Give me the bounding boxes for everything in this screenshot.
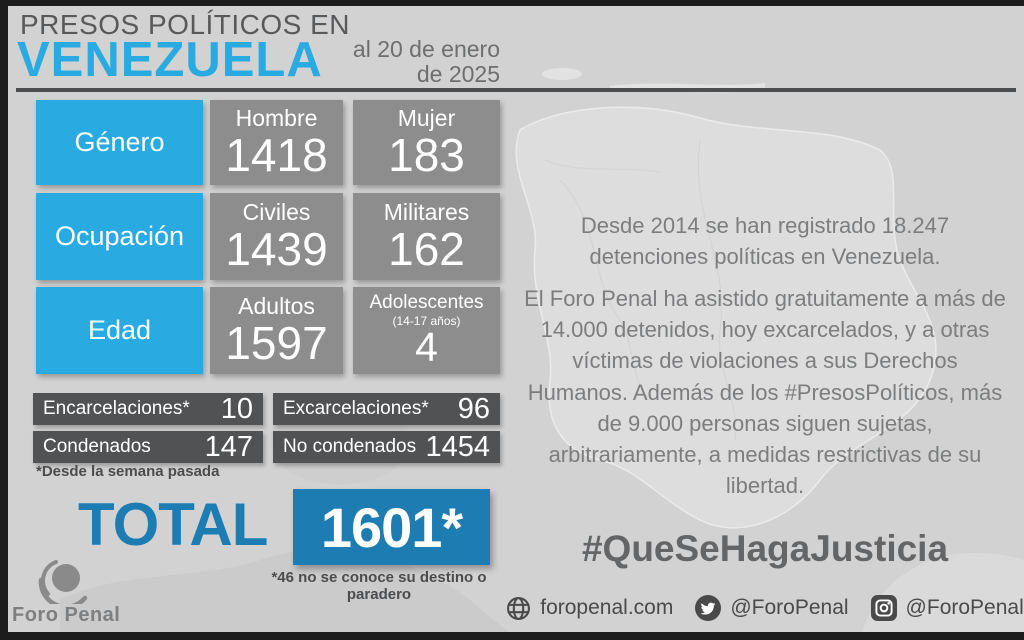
social-footer: foropenal.com @ForoPenal @ForoPenal [507,595,1024,621]
hashtag-quesehagajusticia: #QueSeHagaJusticia [581,528,949,569]
website-label: foropenal.com [540,596,674,619]
instagram-icon [870,595,897,621]
twitter-link[interactable]: @ForoPenal [695,595,849,621]
stat-label: Hombre [235,105,318,132]
twitter-icon [695,595,722,621]
date-line2: de 2025 [416,60,500,87]
stat-cell-hombre: Hombre 1418 [210,100,343,185]
instagram-link[interactable]: @ForoPenal [870,595,1024,621]
stat-label: Adultos [238,293,315,320]
status-value: 10 [220,392,253,425]
category-genero: Género [36,100,203,185]
status-row-excarcelaciones: Excarcelaciones* 96 [273,393,500,425]
foro-penal-logo-text: Foro Penal [12,604,121,626]
stat-label: Civiles [242,199,311,226]
stat-value: 1597 [225,316,328,369]
foro-penal-description-paragraph: El Foro Penal ha asistido gratuitamente … [524,286,1006,499]
status-value: 147 [204,430,253,463]
status-label: Encarcelaciones* [43,398,190,419]
instagram-handle: @ForoPenal [905,596,1024,619]
status-row-condenados: Condenados 147 [33,431,263,463]
category-edad: Edad [36,287,203,374]
stat-cell-civiles: Civiles 1439 [210,193,343,280]
globe-icon [507,596,531,620]
status-value: 96 [457,392,490,425]
stat-cell-militares: Militares 162 [353,193,500,280]
twitter-handle: @ForoPenal [730,596,849,619]
registered-detentions-paragraph: Desde 2014 se han registrado 18.247 dete… [580,213,950,270]
bottom-border-bar [0,632,1024,640]
total-label: TOTAL [78,491,268,558]
stat-value: 183 [388,128,465,181]
stat-label: Mujer [397,105,456,132]
header-divider [16,88,1016,92]
status-footnote: *Desde la semana pasada [36,463,220,480]
stat-label: Militares [383,199,470,226]
status-label: Excarcelaciones* [283,398,429,419]
stat-cell-adolescentes: Adolescentes (14-17 años) 4 [353,287,500,374]
foro-penal-logo-icon [38,560,88,604]
top-border-bar [0,0,1024,6]
total-value-box: 1601* [293,489,490,565]
stat-value: 162 [388,222,465,275]
left-border-bar [0,0,8,640]
stat-value: 4 [415,323,438,370]
stat-value: 1439 [225,222,328,275]
status-label: No condenados [283,436,417,457]
status-value: 1454 [425,430,490,463]
total-value: 1601* [320,495,463,559]
stat-sublabel: (14-17 años) [392,313,461,328]
status-row-encarcelaciones: Encarcelaciones* 10 [33,393,263,425]
title-line1: PRESOS POLÍTICOS EN [20,9,351,40]
stat-label: Adolescentes [369,292,484,314]
stat-cell-adultos: Adultos 1597 [210,287,343,374]
stat-cell-mujer: Mujer 183 [353,100,500,185]
title-line2: VENEZUELA [17,33,323,87]
website-link[interactable]: foropenal.com [506,596,673,621]
date-line1: al 20 de enero [352,36,500,62]
report-date: al 20 de enero de 2025 [330,37,500,87]
category-ocupacion: Ocupación [36,193,203,280]
status-row-no-condenados: No condenados 1454 [273,431,500,463]
status-label: Condenados [43,436,151,457]
stat-value: 1418 [225,128,328,181]
total-footnote: *46 no se conoce su destino o paradero [271,569,487,603]
